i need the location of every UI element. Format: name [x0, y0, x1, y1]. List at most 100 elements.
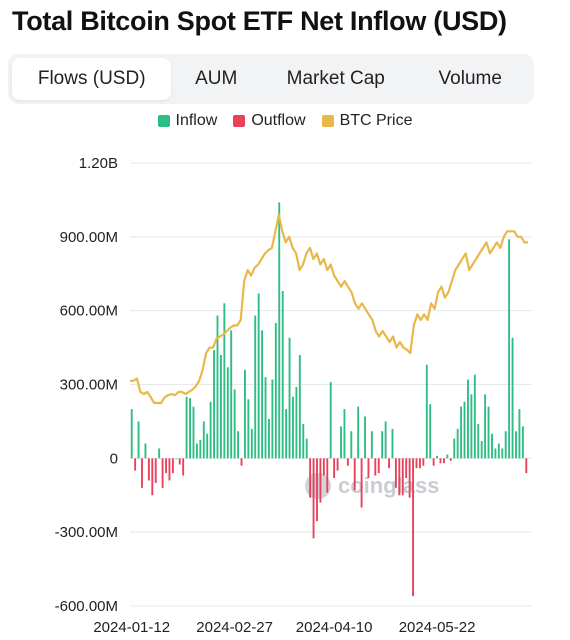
inflow-bar	[199, 439, 202, 459]
inflow-bar	[213, 350, 216, 459]
legend-item-outflow[interactable]: Outflow	[233, 112, 306, 130]
inflow-bar	[206, 433, 209, 459]
inflow-bar	[384, 421, 387, 459]
y-tick-label: 1.20B	[79, 155, 118, 172]
inflow-bar	[494, 448, 497, 459]
outflow-bar	[316, 458, 318, 522]
outflow-bar	[240, 458, 243, 466]
outflow-bar	[374, 458, 377, 476]
inflow-bar	[477, 423, 480, 459]
x-tick-label: 2024-04-10	[296, 619, 373, 636]
inflow-bar	[329, 382, 332, 459]
inflow-bar	[497, 443, 500, 459]
outflow-bar	[326, 458, 329, 493]
inflow-bar	[460, 406, 463, 459]
inflow-bar	[295, 386, 298, 459]
legend-item-btc-price[interactable]: BTC Price	[321, 112, 413, 130]
inflow-bar	[192, 406, 195, 459]
inflow-bar	[257, 293, 260, 459]
inflow-bar	[425, 364, 428, 459]
tab-flows-usd[interactable]: Flows (USD)	[12, 58, 172, 100]
legend-label-inflow: Inflow	[175, 112, 218, 129]
outflow-bar	[442, 458, 445, 464]
inflow-bar	[453, 438, 456, 459]
legend-label-outflow: Outflow	[251, 112, 306, 129]
inflow-bar	[144, 443, 147, 459]
inflow-bar	[470, 394, 473, 459]
outflow-bar	[346, 458, 349, 466]
inflow-bar	[446, 454, 449, 459]
y-tick-label: 300.00M	[60, 377, 118, 394]
outflow-bar	[377, 458, 380, 474]
watermark-text: coinglass	[338, 473, 439, 498]
legend-item-inflow[interactable]: Inflow	[157, 112, 218, 130]
y-tick-label: -300.00M	[55, 524, 118, 541]
inflow-bar	[274, 322, 277, 459]
inflow-bar	[298, 354, 301, 459]
inflow-bar	[501, 448, 504, 459]
outflow-bar	[353, 458, 356, 491]
inflow-bar	[357, 406, 360, 459]
outflow-bar	[412, 458, 415, 597]
inflow-bar	[370, 431, 373, 459]
outflow-bar	[422, 458, 425, 466]
outflow-bar	[401, 458, 404, 496]
outflow-bar	[182, 458, 185, 476]
chart-title: Total Bitcoin Spot ETF Net Inflow (USD)	[12, 6, 507, 36]
inflow-bar	[202, 421, 205, 459]
inflow-bar	[243, 369, 246, 459]
inflow-bar	[473, 374, 476, 459]
inflow-bar	[504, 431, 507, 459]
inflow-bar	[302, 423, 305, 459]
inflow-bar	[226, 367, 229, 459]
inflow-bar	[436, 455, 439, 459]
outflow-bar	[394, 458, 397, 488]
inflow-bar	[209, 401, 212, 459]
x-tick-label: 2024-02-27	[196, 619, 273, 636]
inflow-bar	[219, 354, 222, 459]
inflow-bar	[511, 337, 514, 459]
inflow-bar	[515, 431, 517, 459]
inflow-swatch	[157, 115, 170, 127]
inflow-bar	[487, 406, 490, 459]
outflow-bar	[408, 458, 411, 498]
inflow-bar	[340, 426, 342, 459]
inflow-bar	[343, 409, 346, 459]
inflow-bar	[137, 421, 140, 459]
watermark-logo-icon	[305, 473, 331, 499]
inflow-bar	[130, 409, 133, 459]
metric-tabs: Flows (USD) AUM Market Cap Volume	[8, 54, 534, 104]
outflow-bar	[322, 458, 325, 476]
outflow-bar	[367, 458, 370, 479]
inflow-bar	[281, 290, 284, 459]
inflow-bar	[463, 401, 466, 459]
inflow-bar	[429, 404, 432, 459]
outflow-bar	[161, 458, 164, 488]
inflow-bar	[381, 431, 384, 459]
inflow-bar	[491, 433, 493, 459]
inflow-bar	[484, 394, 487, 459]
outflow-bar	[171, 458, 174, 474]
inflow-bar	[518, 409, 521, 459]
tab-volume[interactable]: Volume	[438, 68, 502, 89]
inflow-bar	[305, 438, 308, 459]
x-tick-label: 2024-05-22	[399, 619, 476, 636]
inflow-bar	[189, 398, 191, 459]
outflow-bar	[141, 458, 143, 488]
inflow-bar	[216, 315, 219, 459]
outflow-bar	[333, 458, 336, 479]
inflow-bar	[278, 202, 281, 459]
tab-aum[interactable]: AUM	[195, 68, 238, 89]
btc-price-swatch	[321, 115, 334, 127]
tab-market-cap[interactable]: Market Cap	[286, 68, 385, 89]
outflow-bar	[360, 458, 363, 508]
inflow-bar	[261, 330, 264, 459]
inflow-bar	[350, 431, 353, 459]
outflow-bar	[336, 458, 339, 471]
outflow-bar	[398, 458, 401, 496]
outflow-bar	[147, 458, 150, 481]
legend-label-btc-price: BTC Price	[339, 112, 413, 129]
outflow-bar	[168, 458, 171, 481]
y-tick-label: -600.00M	[55, 598, 118, 615]
inflow-bar	[268, 418, 270, 459]
